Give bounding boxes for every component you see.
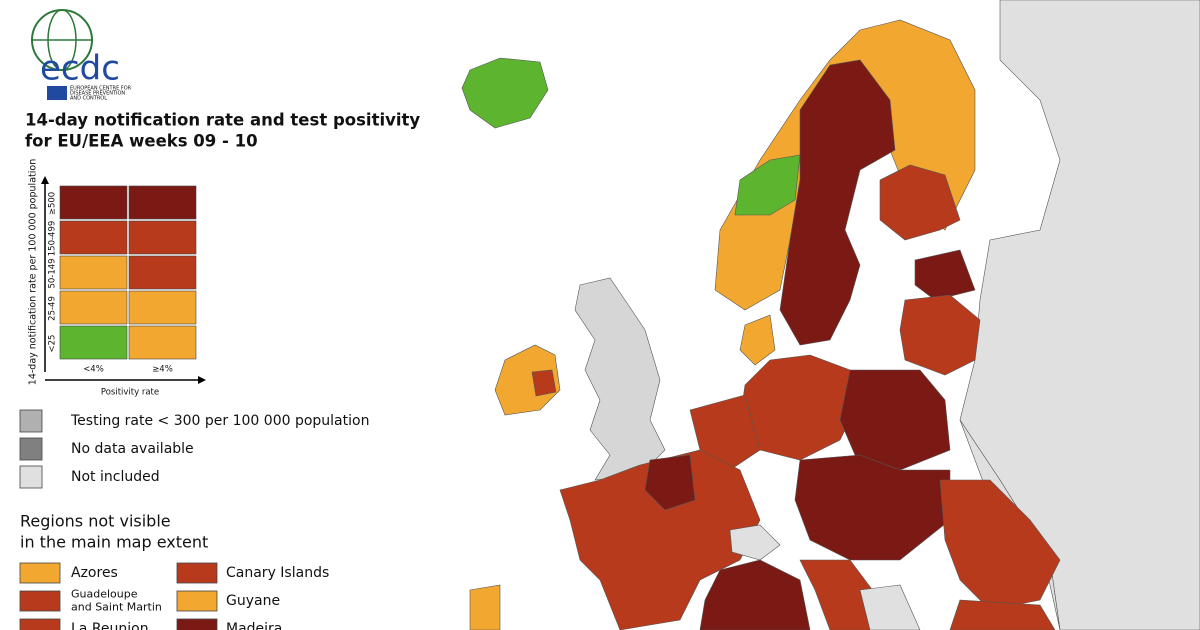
matrix-cell [128, 325, 197, 360]
matrix-cell [59, 290, 128, 325]
region-label: Guyane [226, 593, 280, 609]
region-label: Madeira [226, 621, 282, 630]
legend-swatch [19, 465, 43, 489]
matrix-cell [128, 290, 197, 325]
matrix-cell [59, 220, 128, 255]
legend-label: No data available [71, 441, 194, 457]
region-swatch [176, 618, 218, 630]
column-label: <4% [83, 365, 104, 375]
regions-title: Regions not visible [20, 512, 171, 531]
matrix-cell [59, 255, 128, 290]
region-swatch [176, 590, 218, 612]
region-swatch [19, 590, 61, 612]
map [420, 0, 1200, 630]
logo-subtitle: AND CONTROL [70, 96, 107, 102]
row-label: <25 [48, 335, 58, 353]
column-label: ≥4% [152, 365, 173, 375]
region-label: Canary Islands [226, 565, 329, 581]
logo [31, 9, 93, 100]
row-label: ≥500 [48, 192, 58, 215]
logo-subtitle: EUROPEAN CENTRE FOR [70, 86, 132, 92]
row-label: 50-149 [48, 258, 58, 288]
legend-swatch [19, 437, 43, 461]
logo-subtitle: DISEASE PREVENTION [70, 91, 125, 97]
row-label: 150-499 [48, 221, 58, 257]
region-label: La Reunion [71, 621, 149, 630]
title: 14-day notification rate and test positi… [25, 111, 420, 130]
legend-label: Not included [71, 469, 160, 485]
region-label: Guadeloupe [71, 588, 138, 601]
logo-text: ecdc [40, 49, 120, 89]
region-label: and Saint Martin [71, 601, 162, 614]
x-axis-label: Positivity rate [101, 388, 159, 398]
regions-title: in the main map extent [20, 533, 208, 552]
region-label: Azores [71, 565, 118, 581]
y-arrowhead [41, 176, 49, 184]
title: for EU/EEA weeks 09 - 10 [25, 132, 258, 151]
row-label: 25-49 [48, 296, 58, 321]
region-swatch [19, 562, 61, 584]
matrix-cell [128, 185, 197, 220]
legend-swatch [19, 409, 43, 433]
matrix-cell [59, 185, 128, 220]
region-swatch [19, 618, 61, 630]
region-swatch [176, 562, 218, 584]
x-arrowhead [198, 376, 206, 384]
matrix-cell [59, 325, 128, 360]
matrix-cell [128, 220, 197, 255]
legend-label: Testing rate < 300 per 100 000 populatio… [70, 413, 369, 429]
y-axis-label: 14-day notification rate per 100 000 pop… [28, 159, 39, 385]
matrix-cell [128, 255, 197, 290]
